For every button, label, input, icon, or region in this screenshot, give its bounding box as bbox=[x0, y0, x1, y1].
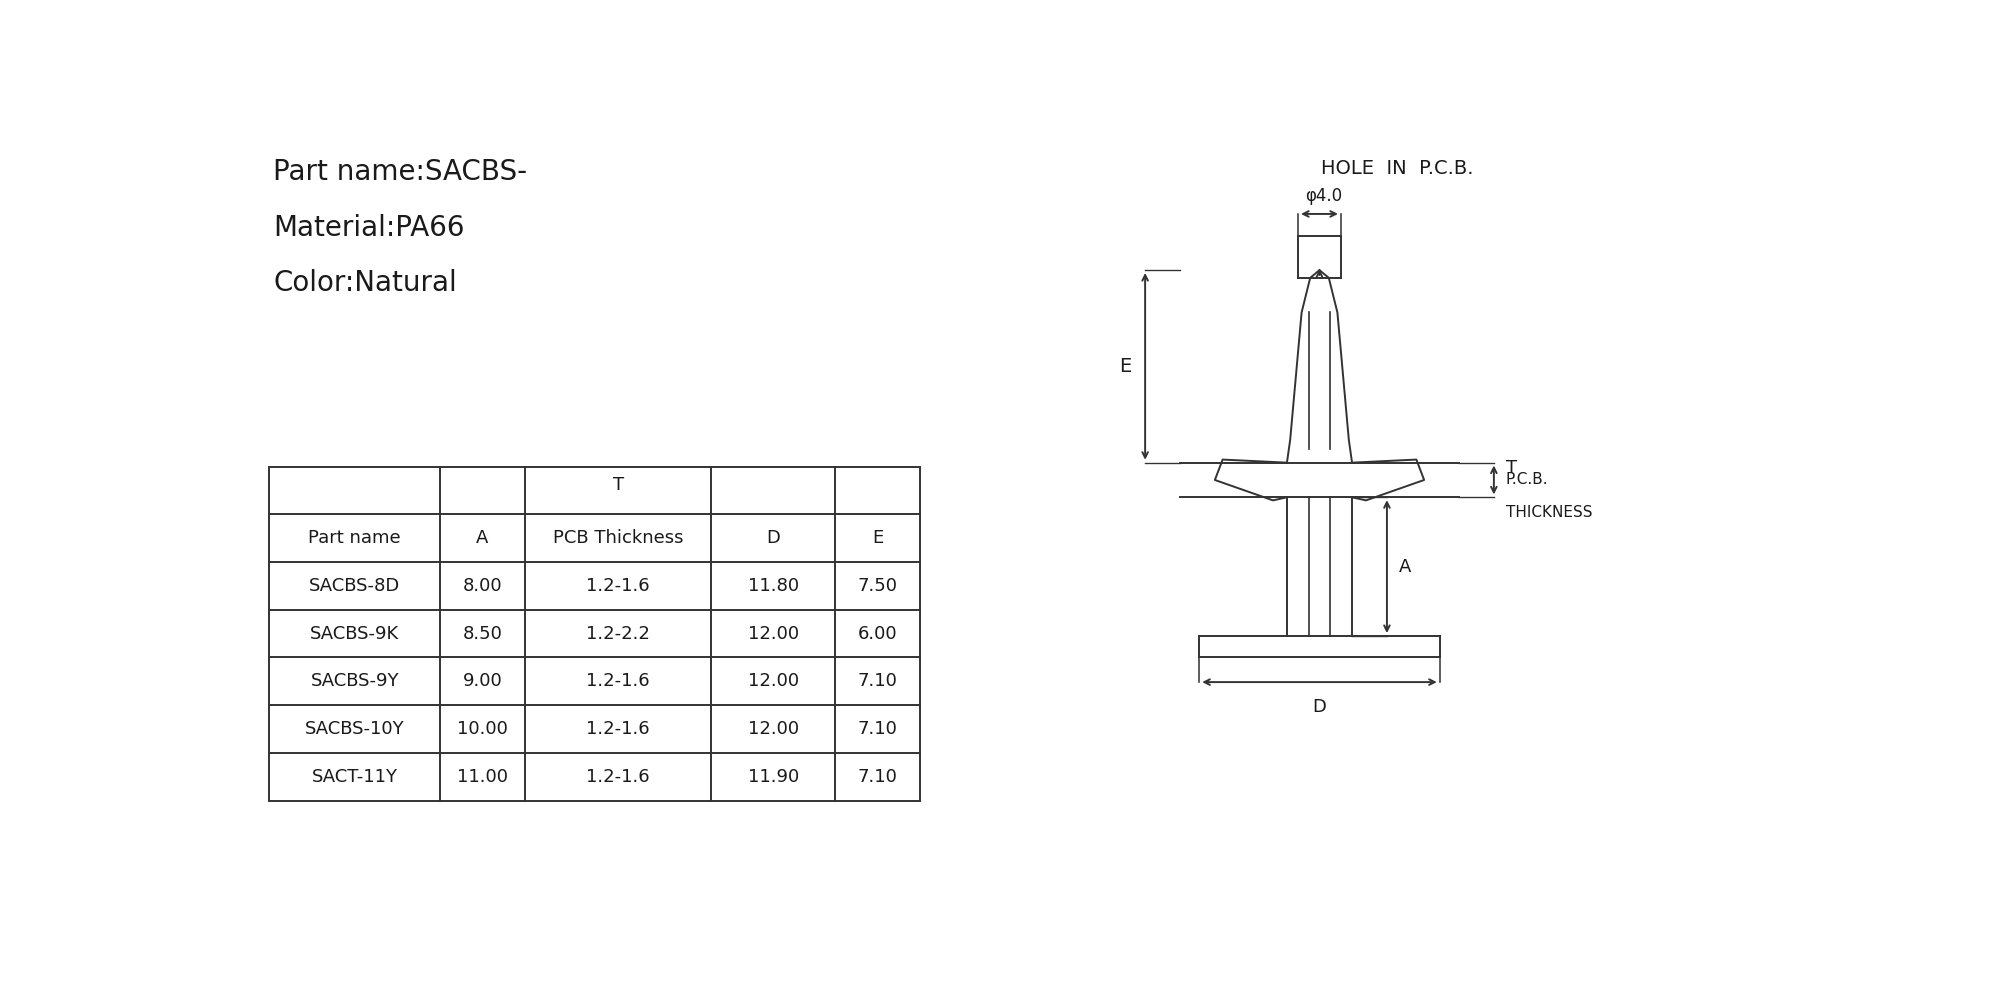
Text: 10.00: 10.00 bbox=[458, 720, 508, 738]
Text: 6.00: 6.00 bbox=[858, 625, 898, 643]
Text: Part name: Part name bbox=[308, 529, 400, 547]
Text: 9.00: 9.00 bbox=[462, 672, 502, 690]
Text: 8.00: 8.00 bbox=[462, 577, 502, 595]
Text: A: A bbox=[476, 529, 488, 547]
Text: 12.00: 12.00 bbox=[748, 672, 798, 690]
Text: Color:Natural: Color:Natural bbox=[274, 269, 456, 297]
Text: T: T bbox=[1506, 459, 1516, 477]
Text: φ4.0: φ4.0 bbox=[1304, 187, 1342, 205]
Text: D: D bbox=[766, 529, 780, 547]
Text: P.C.B.: P.C.B. bbox=[1506, 472, 1548, 487]
Text: THICKNESS: THICKNESS bbox=[1506, 505, 1592, 520]
Text: 7.10: 7.10 bbox=[858, 720, 898, 738]
Text: Part name:SACBS-: Part name:SACBS- bbox=[274, 158, 528, 186]
Text: 7.10: 7.10 bbox=[858, 768, 898, 786]
Text: 1.2-1.6: 1.2-1.6 bbox=[586, 720, 650, 738]
Text: 8.50: 8.50 bbox=[462, 625, 502, 643]
Bar bbox=[270, 466, 920, 801]
Text: PCB Thickness: PCB Thickness bbox=[552, 529, 684, 547]
Text: SACBS-8D: SACBS-8D bbox=[308, 577, 400, 595]
Text: HOLE  IN  P.C.B.: HOLE IN P.C.B. bbox=[1320, 159, 1474, 178]
Text: 11.80: 11.80 bbox=[748, 577, 798, 595]
Text: 11.00: 11.00 bbox=[456, 768, 508, 786]
Text: SACBS-10Y: SACBS-10Y bbox=[304, 720, 404, 738]
Text: E: E bbox=[872, 529, 884, 547]
Text: T: T bbox=[612, 476, 624, 494]
Text: 11.90: 11.90 bbox=[748, 768, 798, 786]
Text: A: A bbox=[1398, 558, 1410, 576]
Text: 1.2-1.6: 1.2-1.6 bbox=[586, 672, 650, 690]
Text: E: E bbox=[1118, 357, 1132, 376]
Text: SACT-11Y: SACT-11Y bbox=[312, 768, 398, 786]
Text: SACBS-9Y: SACBS-9Y bbox=[310, 672, 398, 690]
Text: Material:PA66: Material:PA66 bbox=[274, 214, 464, 242]
Text: 12.00: 12.00 bbox=[748, 625, 798, 643]
Text: SACBS-9K: SACBS-9K bbox=[310, 625, 400, 643]
Text: 7.10: 7.10 bbox=[858, 672, 898, 690]
Text: 1.2-1.6: 1.2-1.6 bbox=[586, 768, 650, 786]
Text: 12.00: 12.00 bbox=[748, 720, 798, 738]
Text: 1.2-1.6: 1.2-1.6 bbox=[586, 577, 650, 595]
Text: D: D bbox=[1312, 698, 1326, 716]
Text: 1.2-2.2: 1.2-2.2 bbox=[586, 625, 650, 643]
Text: 7.50: 7.50 bbox=[858, 577, 898, 595]
